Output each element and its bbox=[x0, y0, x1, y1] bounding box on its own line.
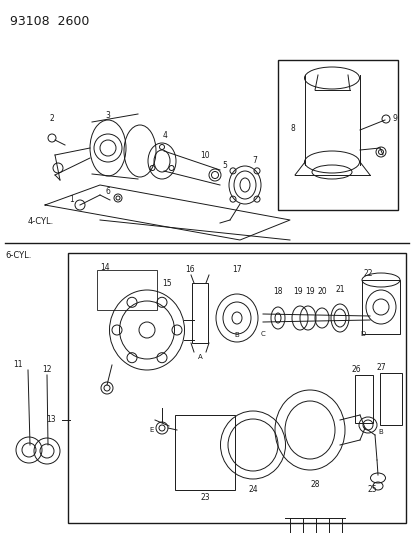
Text: 20: 20 bbox=[316, 287, 326, 296]
Text: 6: 6 bbox=[105, 188, 110, 197]
Text: 26: 26 bbox=[350, 366, 360, 375]
Text: 7: 7 bbox=[252, 156, 257, 165]
Text: 4-CYL.: 4-CYL. bbox=[28, 217, 54, 227]
Bar bbox=[379, 373, 401, 425]
Bar bbox=[192, 283, 207, 343]
Text: 93108  2600: 93108 2600 bbox=[10, 15, 89, 28]
Text: 9: 9 bbox=[392, 114, 397, 123]
Text: 25: 25 bbox=[366, 486, 376, 495]
Bar bbox=[354, 375, 372, 423]
Text: 15: 15 bbox=[161, 279, 171, 287]
Text: D: D bbox=[359, 331, 365, 337]
Text: 12: 12 bbox=[42, 366, 52, 375]
Text: 19: 19 bbox=[304, 287, 314, 296]
Text: 2: 2 bbox=[50, 114, 54, 123]
Text: 3: 3 bbox=[105, 110, 110, 119]
Text: 19: 19 bbox=[292, 287, 302, 296]
Bar bbox=[97, 270, 157, 310]
Text: 24: 24 bbox=[247, 486, 257, 495]
Text: 23: 23 bbox=[200, 494, 209, 503]
Text: 27: 27 bbox=[375, 364, 385, 373]
Bar bbox=[175, 415, 235, 490]
Text: 14: 14 bbox=[100, 262, 109, 271]
Text: B: B bbox=[378, 429, 382, 435]
Text: 6-CYL.: 6-CYL. bbox=[5, 251, 31, 260]
Text: 17: 17 bbox=[232, 265, 241, 274]
Bar bbox=[68, 253, 405, 523]
Text: 11: 11 bbox=[13, 360, 23, 369]
Text: B: B bbox=[234, 332, 239, 338]
Text: 16: 16 bbox=[185, 265, 194, 274]
Text: 4: 4 bbox=[162, 131, 167, 140]
Text: E: E bbox=[150, 427, 154, 433]
Text: 8: 8 bbox=[290, 124, 294, 133]
Text: 10: 10 bbox=[200, 150, 209, 159]
Text: 22: 22 bbox=[362, 269, 372, 278]
Text: 13: 13 bbox=[46, 416, 56, 424]
Text: C: C bbox=[260, 331, 265, 337]
Text: 18: 18 bbox=[273, 287, 282, 296]
Text: 28: 28 bbox=[309, 481, 319, 489]
Text: 21: 21 bbox=[335, 286, 344, 295]
Text: 5: 5 bbox=[222, 160, 227, 169]
Text: A: A bbox=[197, 354, 202, 360]
Bar bbox=[277, 60, 397, 210]
Text: 1: 1 bbox=[69, 196, 74, 205]
Bar bbox=[361, 280, 399, 334]
